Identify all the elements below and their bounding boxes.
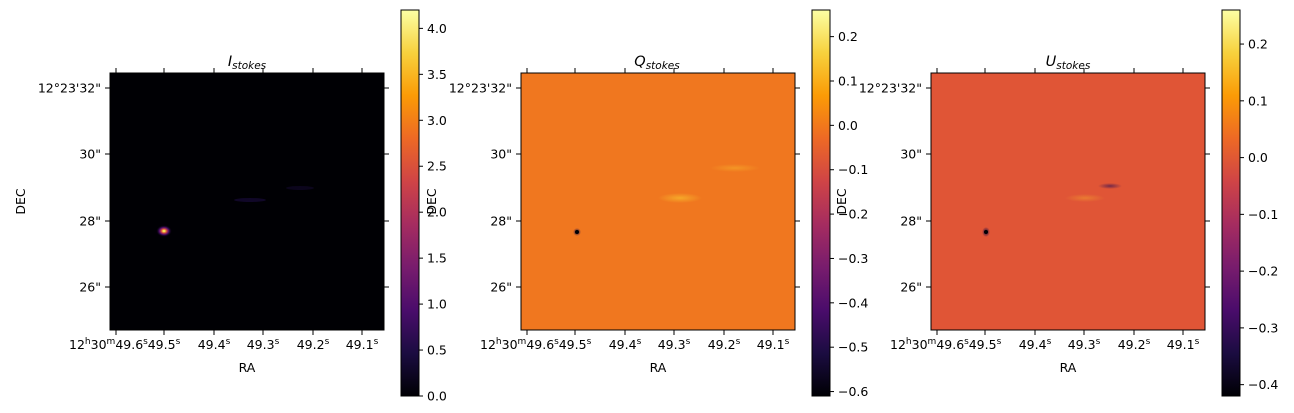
p0-axes-frame <box>109 72 385 331</box>
p2-xlabel: RA <box>1060 360 1077 375</box>
p1-ylabel: DEC <box>424 188 439 215</box>
p0-x-tick-label: 49.4s <box>198 337 231 352</box>
p2-x-tick-label: 49.2s <box>1118 337 1151 352</box>
p2-x-tick-label: 49.1s <box>1167 337 1200 352</box>
p0-y-tick-label: 28" <box>79 214 101 229</box>
p0-colorbar-tick-label: 1.5 <box>427 251 447 266</box>
p0-colorbar-tick-label: 0.0 <box>427 389 447 404</box>
emission-filament-i <box>234 198 266 202</box>
p1-x-tick-label: 49.3s <box>658 337 691 352</box>
p2-y-tick-label: 26" <box>900 280 922 295</box>
p0-colorbar-tick-label: 3.5 <box>427 67 447 82</box>
p2-x-tick-label: 49.5s <box>969 337 1002 352</box>
panel-u-stokes: Ustokes 12h30m49.6s 49.5s 49.4s 49.3s 49.2s 4… <box>834 9 1278 397</box>
p1-x-tick-label: 12h30m49.6s <box>480 337 559 352</box>
p2-colorbar-tick-label: −0.2 <box>1248 264 1278 279</box>
p1-colorbar-tick-label: 0.1 <box>838 73 858 88</box>
p1-colorbar-tick-label: 0.2 <box>838 29 858 44</box>
p2-x-tick-label: 49.4s <box>1019 337 1052 352</box>
p2-y-tick-label: 28" <box>900 214 922 229</box>
panel-title-u: Ustokes <box>1046 54 1091 72</box>
p1-colorbar-tick-label: 0.0 <box>838 118 858 133</box>
p1-axes-frame <box>520 72 796 331</box>
p2-colorbar-tick-label: 0.0 <box>1248 150 1268 165</box>
p1-colorbar-tick-label: −0.3 <box>838 251 868 266</box>
p0-colorbar <box>400 9 420 397</box>
p0-x-tick-label: 49.3s <box>247 337 280 352</box>
p1-x-tick-label: 49.5s <box>559 337 592 352</box>
p0-colorbar-tick-label: 4.0 <box>427 21 447 36</box>
p0-colorbar-tick-label: 3.0 <box>427 113 447 128</box>
panel-title-i: Istokes <box>228 54 267 72</box>
p2-ylabel: DEC <box>834 188 849 215</box>
p0-x-tick-label: 49.2s <box>297 337 330 352</box>
image-field-u <box>931 73 1205 330</box>
emission-source-u-core <box>984 230 988 234</box>
p2-axes-frame <box>930 72 1206 331</box>
p2-colorbar <box>1221 9 1241 397</box>
emission-filament-u-2 <box>1098 183 1122 189</box>
p0-x-tick-label: 12h30m49.6s <box>69 337 148 352</box>
emission-source-q-core <box>575 230 579 234</box>
p2-colorbar-tick-label: −0.1 <box>1248 207 1278 222</box>
p2-colorbar-tick-label: −0.3 <box>1248 320 1278 335</box>
p1-xlabel: RA <box>650 360 667 375</box>
image-field-q <box>521 73 795 330</box>
p0-xlabel: RA <box>239 360 256 375</box>
p0-y-tick-label: 30" <box>79 147 101 162</box>
panel-i-stokes: Istokes 12h30m49.6s 49.5s 49.4s 49.3s 49.2s 4… <box>13 9 447 404</box>
p2-colorbar-tick-label: 0.2 <box>1248 37 1268 52</box>
p1-colorbar-tick-label: −0.6 <box>838 384 868 399</box>
p1-colorbar-tick-label: −0.1 <box>838 162 868 177</box>
p0-ylabel: DEC <box>13 188 28 215</box>
p2-x-tick-label: 12h30m49.6s <box>890 337 969 352</box>
p2-colorbar-tick-label: −0.4 <box>1248 377 1278 392</box>
panel-title-q: Qstokes <box>634 54 680 72</box>
p0-x-tick-label: 49.1s <box>346 337 379 352</box>
emission-filament-u <box>1065 194 1105 202</box>
p2-colorbar-tick-label: 0.1 <box>1248 93 1268 108</box>
p1-x-tick-label: 49.2s <box>708 337 741 352</box>
p0-x-tick-label: 49.5s <box>148 337 181 352</box>
p1-colorbar-tick-label: −0.2 <box>838 207 868 222</box>
emission-source-i <box>156 225 172 237</box>
p1-x-tick-label: 49.1s <box>757 337 790 352</box>
p1-y-tick-label: 30" <box>490 147 512 162</box>
emission-filament-i-2 <box>286 186 314 190</box>
p0-colorbar-tick-label: 2.5 <box>427 159 447 174</box>
p0-y-tick-label: 26" <box>79 280 101 295</box>
p1-colorbar-tick-label: −0.5 <box>838 340 868 355</box>
p2-x-tick-label: 49.3s <box>1068 337 1101 352</box>
p0-colorbar-tick-label: 0.5 <box>427 343 447 358</box>
p1-colorbar <box>811 9 831 397</box>
p1-y-tick-label: 12°23'32" <box>449 81 512 96</box>
p1-y-tick-label: 28" <box>490 214 512 229</box>
p0-y-tick-label: 12°23'32" <box>38 81 101 96</box>
p2-y-tick-label: 30" <box>900 147 922 162</box>
p2-y-tick-label: 12°23'32" <box>859 81 922 96</box>
p0-colorbar-tick-label: 1.0 <box>427 297 447 312</box>
p1-x-tick-label: 49.4s <box>609 337 642 352</box>
panel-q-stokes: Qstokes 12h30m49.6s 49.5s 49.4s 49.3s 49.2s 4… <box>424 9 868 399</box>
emission-filament-q-2 <box>710 164 760 172</box>
emission-filament-q <box>658 193 702 203</box>
p0-colorbar-tick-label: 2.0 <box>427 205 447 220</box>
p1-colorbar-tick-label: −0.4 <box>838 295 868 310</box>
p1-y-tick-label: 26" <box>490 280 512 295</box>
